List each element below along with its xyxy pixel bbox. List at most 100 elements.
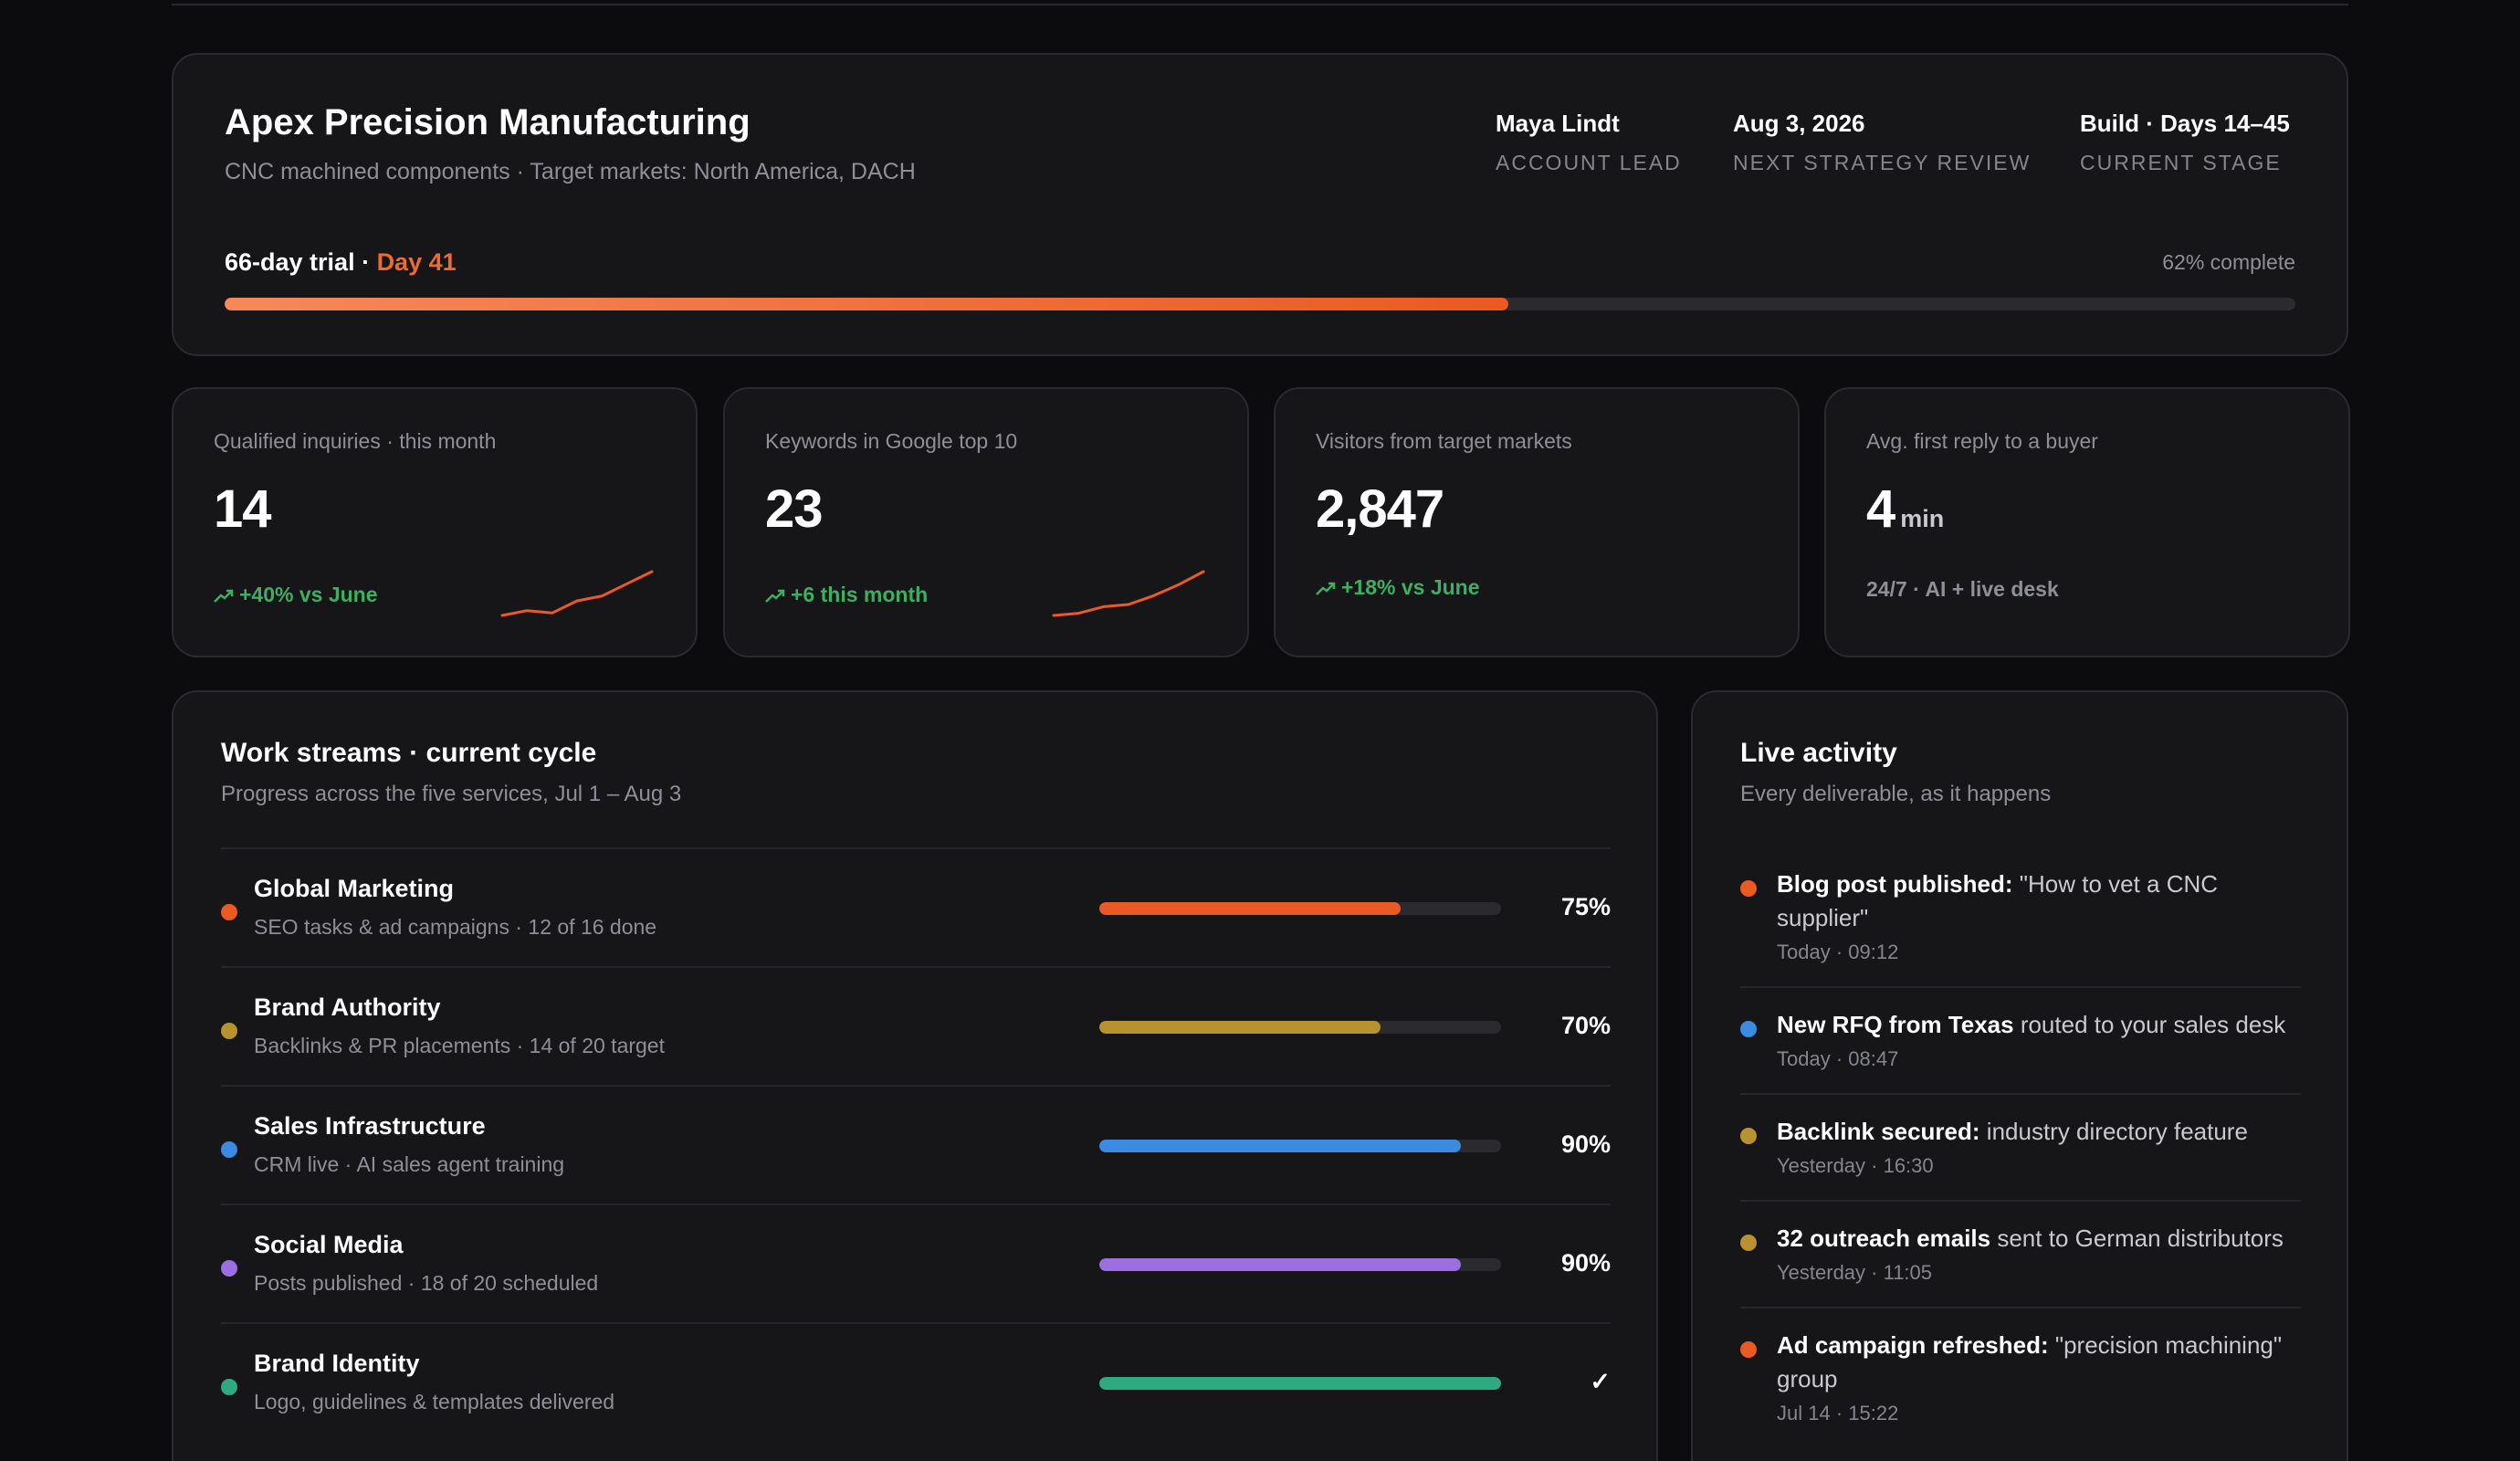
work-stream-row[interactable]: Social Media Posts published · 18 of 20 … — [221, 1203, 1611, 1322]
meta-account-lead: Maya Lindt ACCOUNT LEAD — [1496, 110, 1682, 175]
kpi-delta: +18% vs June — [1316, 575, 1480, 600]
kpi-card-visitors: Visitors from target markets 2,847 +18% … — [1274, 387, 1800, 657]
meta-label: NEXT STRATEGY REVIEW — [1733, 151, 2032, 174]
work-stream-row[interactable]: Brand Identity Logo, guidelines & templa… — [221, 1322, 1611, 1441]
status-dot — [1740, 1235, 1757, 1251]
activity-item[interactable]: New RFQ from Texas routed to your sales … — [1740, 988, 2301, 1095]
stream-complete-check: ✓ — [1590, 1368, 1611, 1395]
company-name: Apex Precision Manufacturing — [225, 102, 751, 142]
trial-progress-bar — [225, 298, 2295, 310]
stream-name: Brand Identity — [254, 1350, 420, 1377]
work-stream-row[interactable]: Global Marketing SEO tasks & ad campaign… — [221, 847, 1611, 966]
live-activity-panel: Live activity Every deliverable, as it h… — [1691, 690, 2348, 1461]
status-dot — [221, 904, 237, 920]
kpi-value: 23 — [765, 479, 824, 539]
stream-progress-bar — [1099, 1377, 1501, 1390]
activity-text: 32 outreach emails sent to German distri… — [1777, 1222, 2301, 1256]
activity-item[interactable]: Blog post published: "How to vet a CNC s… — [1740, 847, 2301, 988]
trial-length: 66-day trial · — [225, 248, 377, 276]
status-dot — [1740, 1021, 1757, 1037]
stream-progress-fill — [1099, 1021, 1381, 1034]
kpi-label: Avg. first reply to a buyer — [1866, 429, 2098, 453]
stream-name: Social Media — [254, 1231, 404, 1258]
activity-detail: "How to vet a CNC supplier" — [1777, 870, 2219, 931]
stream-progress-fill — [1099, 1140, 1461, 1152]
trend-up-icon — [214, 589, 234, 603]
kpi-label: Visitors from target markets — [1316, 429, 1572, 453]
activity-text: Ad campaign refreshed: "precision machin… — [1777, 1329, 2301, 1396]
meta-value: Maya Lindt — [1496, 110, 1620, 137]
trial-status: 66-day trial · Day 41 — [225, 248, 457, 277]
stream-description: Backlinks & PR placements · 14 of 20 tar… — [254, 1034, 665, 1057]
stream-percent: 75% — [1560, 893, 1611, 920]
activity-time: Jul 14 · 15:22 — [1777, 1402, 1899, 1424]
status-dot — [1740, 1128, 1757, 1144]
trend-up-icon — [1316, 582, 1336, 595]
activity-time: Yesterday · 16:30 — [1777, 1154, 1934, 1177]
kpi-delta: +40% vs June — [214, 583, 378, 607]
stream-percent: 90% — [1560, 1249, 1611, 1277]
kpi-value: 2,847 — [1316, 479, 1444, 539]
stream-progress-fill — [1099, 1377, 1501, 1390]
meta-label: ACCOUNT LEAD — [1496, 151, 1682, 174]
kpi-card-reply-time: Avg. first reply to a buyer 4 min 24/7 · … — [1824, 387, 2350, 657]
stream-description: Posts published · 18 of 20 scheduled — [254, 1271, 599, 1295]
activity-item[interactable]: 32 outreach emails sent to German distri… — [1740, 1202, 2301, 1309]
activity-headline: Blog post published: — [1777, 870, 2013, 898]
activity-item[interactable]: Ad campaign refreshed: "precision machin… — [1740, 1309, 2301, 1447]
work-stream-row[interactable]: Brand Authority Backlinks & PR placement… — [221, 966, 1611, 1085]
kpi-sparkline — [1052, 570, 1205, 617]
stream-progress-bar — [1099, 1258, 1501, 1271]
sparkline-path — [1052, 570, 1205, 617]
work-stream-list: Global Marketing SEO tasks & ad campaign… — [221, 847, 1611, 1441]
kpi-value-number: 4 — [1866, 479, 1895, 539]
stream-name: Brand Authority — [254, 993, 441, 1021]
stream-description: Logo, guidelines & templates delivered — [254, 1390, 615, 1414]
activity-item[interactable]: Backlink secured: industry directory fea… — [1740, 1095, 2301, 1202]
kpi-delta: +6 this month — [765, 583, 928, 607]
work-stream-row[interactable]: Sales Infrastructure CRM live · AI sales… — [221, 1085, 1611, 1203]
trial-day: Day 41 — [376, 248, 457, 276]
sparkline-path — [500, 570, 654, 617]
activity-detail: routed to your sales desk — [2013, 1011, 2286, 1038]
meta-label: CURRENT STAGE — [2080, 151, 2282, 174]
kpi-label: Qualified inquiries · this month — [214, 429, 497, 453]
company-subtitle: CNC machined components · Target markets… — [225, 159, 916, 184]
trial-progress-fill — [225, 298, 1509, 310]
stream-progress-bar — [1099, 1140, 1501, 1152]
kpi-card-keywords: Keywords in Google top 10 23 +6 this mon… — [723, 387, 1249, 657]
meta-current-stage: Build · Days 14–45 CURRENT STAGE — [2080, 110, 2290, 175]
panel-subtitle: Every deliverable, as it happens — [1740, 782, 2052, 806]
trend-up-icon — [765, 589, 785, 603]
kpi-delta-text: +18% vs June — [1341, 575, 1480, 599]
account-header-card: Apex Precision Manufacturing CNC machine… — [172, 53, 2348, 356]
kpi-delta-text: +40% vs June — [239, 583, 378, 606]
activity-detail: sent to German distributors — [1990, 1225, 2284, 1252]
activity-headline: New RFQ from Texas — [1777, 1011, 2014, 1038]
kpi-delta-text: +6 this month — [791, 583, 929, 606]
kpi-label: Keywords in Google top 10 — [765, 429, 1018, 453]
meta-next-review: Aug 3, 2026 NEXT STRATEGY REVIEW — [1733, 110, 2031, 175]
stream-description: CRM live · AI sales agent training — [254, 1152, 565, 1176]
activity-detail: "precision machining" group — [1777, 1331, 2283, 1393]
stream-progress-fill — [1099, 902, 1401, 915]
status-dot — [1740, 880, 1757, 897]
status-dot — [221, 1141, 237, 1158]
panel-subtitle: Progress across the five services, Jul 1… — [221, 782, 682, 806]
activity-detail: industry directory feature — [1979, 1118, 2248, 1145]
activity-time: Yesterday · 11:05 — [1777, 1261, 1933, 1284]
meta-value: Aug 3, 2026 — [1733, 110, 1865, 137]
activity-text: Blog post published: "How to vet a CNC s… — [1777, 867, 2301, 935]
status-dot — [221, 1260, 237, 1277]
panel-title: Work streams · current cycle — [221, 738, 597, 768]
kpi-value: 4 min — [1866, 478, 1944, 540]
activity-text: New RFQ from Texas routed to your sales … — [1777, 1008, 2301, 1042]
activity-feed: Blog post published: "How to vet a CNC s… — [1740, 847, 2301, 1447]
stream-progress-fill — [1099, 1258, 1461, 1271]
stream-progress-bar — [1099, 902, 1501, 915]
kpi-value: 14 — [214, 479, 272, 539]
panel-title: Live activity — [1740, 738, 1897, 768]
activity-headline: Backlink secured: — [1777, 1118, 1980, 1145]
status-dot — [221, 1023, 237, 1039]
stream-percent: 90% — [1560, 1130, 1611, 1158]
